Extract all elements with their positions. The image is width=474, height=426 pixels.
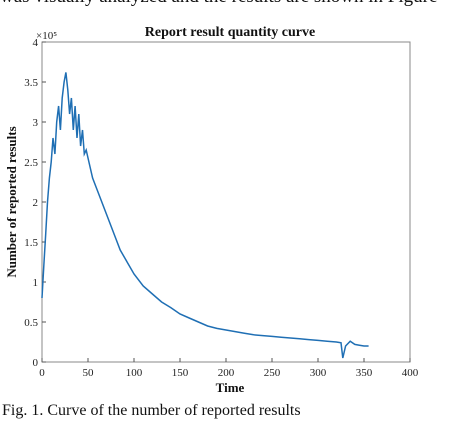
x-tick-label: 150 (172, 367, 189, 379)
y-axis-label: Number of reported results (4, 126, 19, 277)
y-tick-label: 0.5 (24, 317, 38, 329)
series-line (41, 72, 369, 359)
x-tick-label: 50 (83, 367, 95, 379)
y-tick-label: 2 (33, 197, 39, 209)
y-tick-label: 1.5 (24, 237, 38, 249)
x-tick-label: 250 (264, 367, 281, 379)
y-axis-ticks: 0 0.5 1 1.5 2 2.5 3 3.5 4 (24, 37, 46, 369)
x-tick-label: 100 (126, 367, 143, 379)
y-tick-label: 3 (33, 117, 39, 129)
chart-title: Report result quantity curve (145, 25, 315, 40)
figure-caption: Fig. 1. Curve of the number of reported … (2, 402, 301, 419)
y-axis-multiplier: ×10⁵ (36, 30, 57, 42)
x-tick-label: 400 (402, 367, 419, 379)
plot-area (41, 41, 411, 363)
x-tick-label: 300 (310, 367, 327, 379)
x-axis-ticks: 0 50 100 150 200 250 300 350 400 (39, 358, 419, 379)
y-tick-label: 0 (33, 357, 39, 369)
y-tick-label: 3.5 (24, 77, 38, 89)
line-chart: Report result quantity curve ×10⁵ Time N… (4, 25, 419, 395)
x-tick-label: 200 (218, 367, 235, 379)
x-axis-label: Time (216, 380, 245, 395)
y-tick-label: 4 (33, 37, 39, 49)
x-tick-label: 0 (39, 367, 45, 379)
page-body-text: was visually analyzed and the results ar… (0, 0, 474, 8)
y-tick-label: 1 (33, 277, 39, 289)
y-tick-label: 2.5 (24, 157, 38, 169)
x-tick-label: 350 (356, 367, 373, 379)
